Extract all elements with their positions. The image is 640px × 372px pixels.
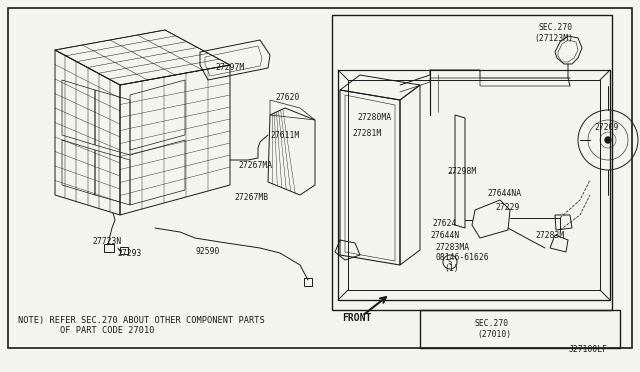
Text: NOTE) REFER SEC.270 ABOUT OTHER COMPONENT PARTS
        OF PART CODE 27010: NOTE) REFER SEC.270 ABOUT OTHER COMPONEN… (18, 316, 265, 336)
Text: 27293: 27293 (117, 248, 141, 257)
Text: J27100LF: J27100LF (568, 346, 607, 355)
Text: 27644N: 27644N (430, 231, 460, 241)
Text: 27620: 27620 (275, 93, 300, 103)
Text: (27010): (27010) (477, 330, 511, 339)
Bar (120, 247, 128, 254)
Circle shape (605, 137, 611, 143)
Text: SEC.270: SEC.270 (539, 23, 573, 32)
Text: (1): (1) (444, 263, 459, 273)
Bar (420, 310, 620, 348)
Text: 27298M: 27298M (447, 167, 476, 176)
Bar (104, 244, 114, 252)
Text: 27209: 27209 (594, 124, 618, 132)
Text: 27267MA: 27267MA (238, 160, 272, 170)
Text: 27624: 27624 (432, 219, 456, 228)
Text: FRONT: FRONT (342, 313, 371, 323)
Text: 08146-61626: 08146-61626 (436, 253, 490, 263)
Text: S: S (448, 259, 452, 265)
Text: SEC.270: SEC.270 (475, 320, 509, 328)
Text: 27283M: 27283M (535, 231, 564, 241)
Bar (304, 278, 312, 286)
Bar (332, 15, 612, 310)
Text: 27280MA: 27280MA (357, 113, 391, 122)
Text: (27123M): (27123M) (534, 33, 573, 42)
Text: 27283MA: 27283MA (435, 243, 469, 251)
Text: 27644NA: 27644NA (487, 189, 521, 199)
Text: 27267MB: 27267MB (234, 193, 268, 202)
Text: 92590: 92590 (196, 247, 220, 256)
Text: 27297M: 27297M (215, 64, 244, 73)
Text: 27229: 27229 (495, 202, 520, 212)
Text: 27723N: 27723N (92, 237, 121, 247)
Text: 27281M: 27281M (352, 128, 381, 138)
Text: 27611M: 27611M (270, 131, 300, 140)
